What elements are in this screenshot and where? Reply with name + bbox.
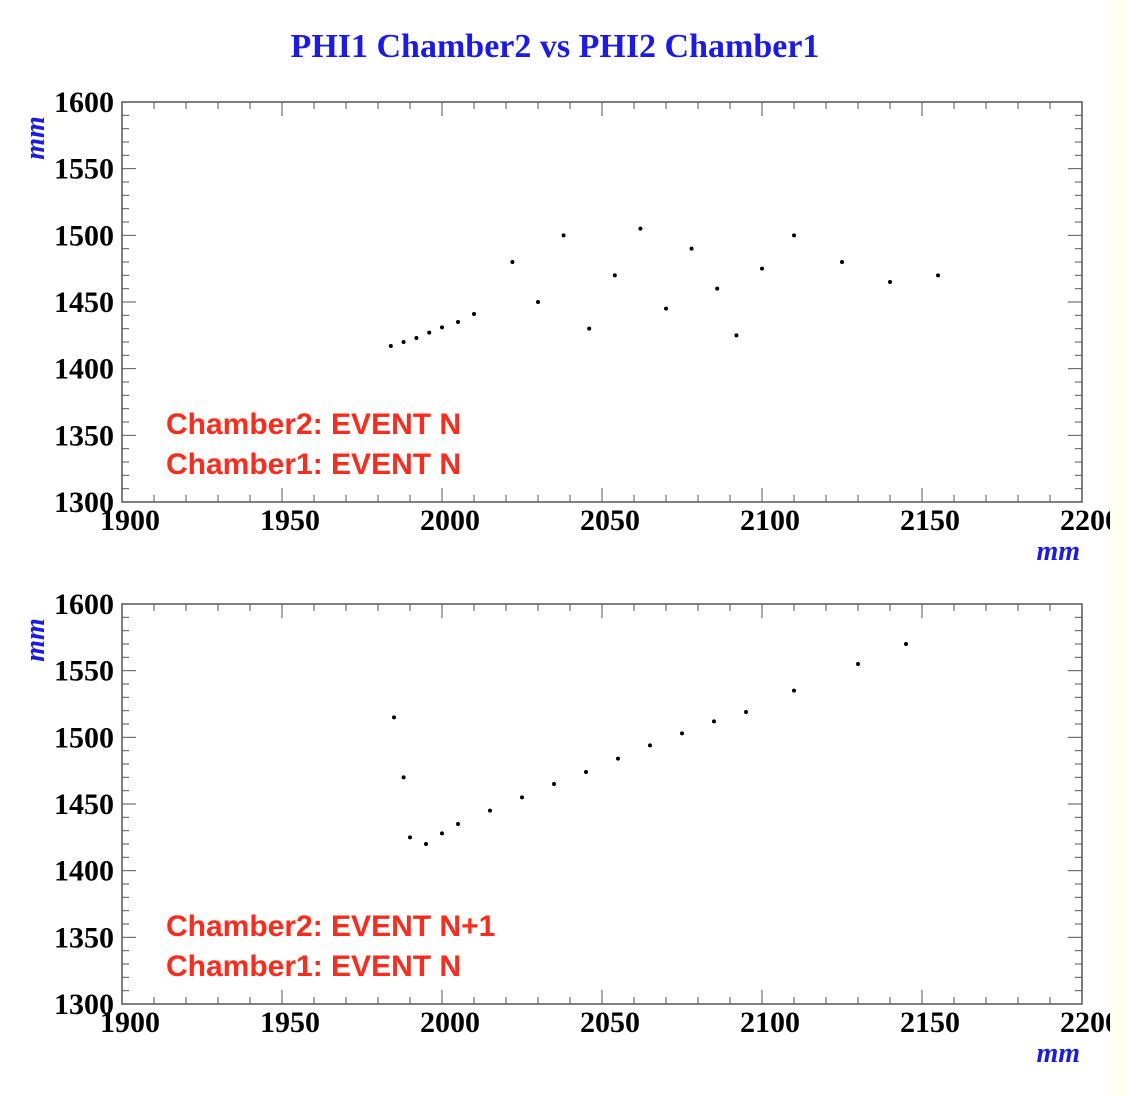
- x-axis-label: mm: [1036, 1038, 1080, 1069]
- y-tick-label: 1400: [54, 353, 114, 386]
- y-tick-label: 1600: [54, 90, 114, 119]
- data-point: [584, 770, 588, 774]
- x-axis-label: mm: [1036, 536, 1080, 567]
- data-point: [414, 336, 419, 340]
- x-tick-label: 1900: [100, 1006, 160, 1039]
- data-point: [744, 710, 748, 714]
- data-point: [712, 719, 716, 724]
- x-tick-label: 2000: [420, 504, 480, 537]
- data-point: [520, 795, 524, 800]
- axis-ticks: [121, 101, 1083, 503]
- y-tick-label: 1400: [54, 855, 114, 888]
- x-tick-label: 2200: [1060, 504, 1110, 537]
- y-tick-label: 1350: [54, 419, 114, 452]
- data-point: [427, 330, 432, 335]
- axis-ticks: [121, 603, 1083, 1005]
- data-point: [456, 822, 460, 826]
- data-point: [715, 286, 720, 291]
- data-point: [536, 300, 540, 304]
- data-point: [424, 842, 428, 846]
- data-point: [664, 306, 668, 311]
- data-point: [612, 273, 617, 278]
- data-point: [472, 312, 476, 316]
- data-point: [760, 266, 764, 271]
- data-point: [904, 642, 908, 646]
- annotation-chamber2: Chamber2: EVENT N: [166, 408, 461, 441]
- data-point: [561, 233, 566, 238]
- scatter-points: [388, 226, 940, 348]
- data-point: [689, 246, 694, 251]
- data-point: [680, 731, 684, 736]
- y-tick-labels: 1300 1350 1400 1450 1500 1550 1600: [54, 592, 114, 1021]
- data-point: [587, 326, 592, 331]
- y-tick-label: 1350: [54, 921, 114, 954]
- annotation-chamber1: Chamber1: EVENT N: [166, 950, 461, 983]
- annotation-chamber1: Chamber1: EVENT N: [166, 448, 461, 481]
- data-point: [616, 756, 620, 761]
- x-tick-labels: 1900 1950 2000 2050 2100 2150 2200: [100, 1006, 1110, 1039]
- y-tick-label: 1500: [54, 721, 114, 754]
- data-point: [840, 260, 844, 264]
- x-tick-label: 2100: [740, 504, 800, 537]
- data-point: [888, 280, 892, 284]
- x-tick-label: 1900: [100, 504, 160, 537]
- x-tick-label: 2200: [1060, 1006, 1110, 1039]
- x-tick-label: 2050: [580, 1006, 640, 1039]
- y-axis-label: mm: [20, 618, 51, 662]
- data-point: [856, 662, 860, 666]
- data-point: [401, 775, 406, 780]
- page-title: PHI1 Chamber2 vs PHI2 Chamber1: [290, 28, 820, 65]
- data-point: [792, 688, 796, 693]
- scatter-points: [392, 642, 908, 846]
- y-tick-label: 1500: [54, 219, 114, 252]
- data-point: [456, 320, 460, 324]
- data-point: [510, 260, 515, 264]
- y-tick-label: 1450: [54, 286, 114, 319]
- x-tick-label: 2150: [900, 1006, 960, 1039]
- x-tick-label: 2100: [740, 1006, 800, 1039]
- data-point: [488, 808, 492, 813]
- y-tick-label: 1550: [54, 153, 114, 186]
- data-point: [648, 743, 652, 748]
- data-point: [388, 344, 393, 348]
- data-point: [734, 333, 739, 338]
- plot-area: [121, 101, 1083, 503]
- plot-area: [121, 603, 1083, 1005]
- data-point: [440, 325, 444, 330]
- y-tick-label: 1600: [54, 592, 114, 621]
- y-tick-label: 1300: [54, 486, 114, 519]
- x-tick-label: 1950: [260, 1006, 320, 1039]
- data-point: [440, 831, 444, 836]
- data-point: [936, 273, 940, 278]
- scatter-chart-top: 1900 1950 2000 2050 2100 2150 2200 1300 1350 140…: [20, 90, 1110, 567]
- annotation-chamber2: Chamber2: EVENT N+1: [166, 910, 495, 943]
- x-tick-label: 2150: [900, 504, 960, 537]
- x-tick-label: 2000: [420, 1006, 480, 1039]
- scatter-chart-bottom: 1900 1950 2000 2050 2100 2150 2200 1300 1350 140…: [20, 592, 1110, 1069]
- data-point: [408, 835, 412, 840]
- x-tick-label: 1950: [260, 504, 320, 537]
- data-point: [392, 715, 396, 720]
- data-point: [638, 226, 643, 231]
- y-tick-labels: 1300 1350 1400 1450 1500 1550 1600: [54, 90, 114, 519]
- x-tick-labels: 1900 1950 2000 2050 2100 2150 2200: [100, 504, 1110, 537]
- y-axis-label: mm: [20, 116, 51, 160]
- y-tick-label: 1300: [54, 988, 114, 1021]
- data-point: [792, 233, 796, 238]
- y-tick-label: 1450: [54, 788, 114, 821]
- x-tick-label: 2050: [580, 504, 640, 537]
- data-point: [401, 340, 406, 344]
- y-tick-label: 1550: [54, 655, 114, 688]
- data-point: [552, 782, 556, 786]
